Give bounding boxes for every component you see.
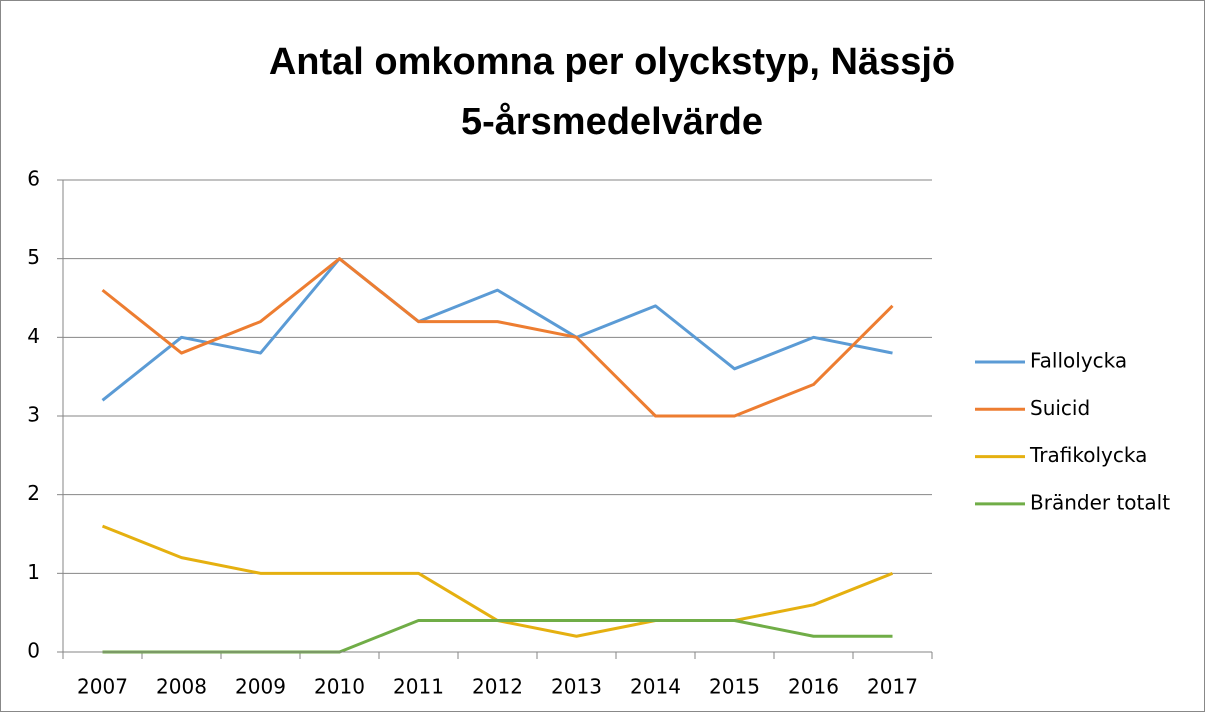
x-tick-label: 2015 [709,675,760,699]
x-tick-label: 2014 [630,675,681,699]
y-tick-label: 2 [27,481,40,505]
x-tick-label: 2007 [77,675,128,699]
x-tick-label: 2011 [393,675,444,699]
chart-subtitle: 5-årsmedelvärde [461,101,763,143]
y-tick-label: 4 [27,324,40,348]
chart-title: Antal omkomna per olyckstyp, Nässjö [269,41,955,83]
y-tick-label: 1 [27,560,40,584]
x-tick-label: 2008 [156,675,207,699]
legend-label: Suicid [1030,396,1090,420]
x-tick-label: 2016 [788,675,839,699]
legend-label: Bränder totalt [1030,490,1170,514]
y-tick-label: 0 [27,639,40,663]
y-tick-label: 6 [27,167,40,191]
x-tick-label: 2012 [472,675,523,699]
x-tick-label: 2010 [314,675,365,699]
line-series [101,257,893,402]
x-tick-label: 2013 [551,675,602,699]
legend-label: Trafikolycka [1029,443,1147,467]
y-tick-label: 3 [27,403,40,427]
x-tick-label: 2017 [867,675,918,699]
line-series [101,257,894,418]
y-tick-label: 5 [27,245,40,269]
x-tick-label: 2009 [235,675,286,699]
legend-label: Fallolycka [1030,349,1127,373]
